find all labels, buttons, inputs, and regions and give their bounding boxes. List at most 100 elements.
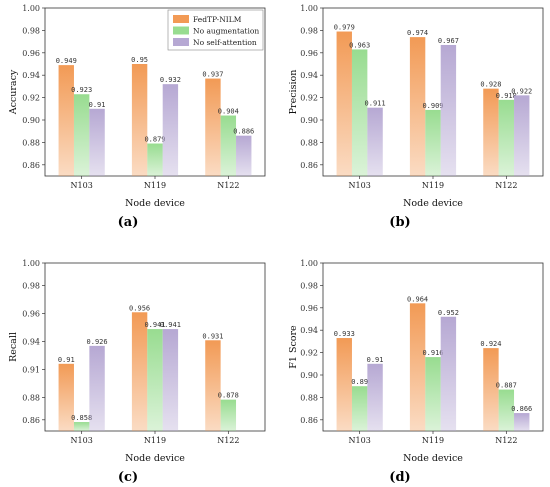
data-label: 0.974 (407, 29, 428, 37)
panel-label: (a) (118, 215, 139, 230)
y-tick-label: 0.96 (300, 49, 318, 58)
y-tick-label: 0.96 (22, 309, 40, 318)
x-tick-label: N103 (349, 181, 371, 190)
data-label: 0.879 (144, 136, 165, 144)
y-tick-label: 0.94 (22, 337, 40, 346)
data-label: 0.941 (144, 321, 165, 329)
data-label: 0.922 (511, 87, 532, 95)
bar (131, 312, 148, 431)
y-tick-label: 0.98 (300, 26, 318, 35)
legend-swatch (173, 38, 189, 46)
x-tick-label: N122 (495, 181, 517, 190)
y-tick-label: 0.88 (22, 138, 40, 147)
y-tick-label: 0.91 (22, 365, 40, 374)
panel-1: 0.86 0.88 0.90 0.92 0.94 0.96 0.98 1.00 N103 0.94… (8, 4, 266, 230)
data-label: 0.933 (334, 330, 355, 338)
bar (89, 108, 105, 176)
x-axis-label: Node device (403, 198, 463, 209)
data-label: 0.952 (438, 309, 459, 317)
bar (367, 107, 383, 176)
panel-label: (d) (389, 470, 410, 485)
panel-label: (c) (118, 470, 138, 485)
legend-entry: No augmentation (193, 27, 259, 36)
x-tick-label: N119 (144, 436, 166, 445)
bar (220, 115, 237, 176)
data-label: 0.949 (56, 57, 77, 65)
bar (73, 94, 90, 176)
data-label: 0.924 (480, 340, 501, 348)
bar (336, 338, 352, 431)
data-label: 0.967 (438, 37, 459, 45)
legend-entry: No self-attention (193, 38, 257, 47)
y-tick-label: 0.92 (22, 94, 40, 103)
bar (162, 329, 179, 431)
y-tick-label: 0.94 (300, 71, 318, 80)
y-tick-label: 0.86 (300, 416, 318, 425)
bar (131, 64, 148, 176)
x-axis-label: Node device (125, 453, 185, 464)
bar (514, 413, 530, 431)
y-tick-label: 1.00 (22, 4, 40, 13)
bar (367, 363, 383, 431)
bar (147, 329, 163, 431)
data-label: 0.956 (129, 304, 150, 312)
y-axis-label: Recall (8, 332, 19, 362)
y-tick-label: 0.88 (300, 138, 318, 147)
data-label: 0.887 (496, 382, 517, 390)
x-tick-label: N119 (422, 436, 444, 445)
bar (514, 95, 530, 176)
y-tick-label: 0.92 (300, 94, 318, 103)
data-label: 0.89 (351, 378, 368, 386)
panel-label: (b) (389, 215, 410, 230)
bar (336, 31, 352, 176)
x-axis-label: Node device (403, 453, 463, 464)
x-tick-label: N122 (217, 436, 239, 445)
data-label: 0.926 (87, 338, 108, 346)
data-label: 0.937 (202, 71, 223, 79)
bar (162, 84, 179, 176)
data-label: 0.963 (349, 41, 370, 49)
data-label: 0.904 (218, 108, 239, 116)
y-tick-label: 0.90 (300, 371, 318, 380)
bar (409, 303, 426, 431)
y-tick-label: 0.90 (22, 116, 40, 125)
x-tick-label: N122 (495, 436, 517, 445)
bar (236, 135, 252, 176)
legend-swatch (173, 26, 189, 35)
y-tick-label: 0.88 (22, 393, 40, 402)
bar (483, 88, 499, 176)
y-axis-label: Accuracy (8, 69, 19, 115)
bar (425, 357, 441, 431)
bar (409, 37, 426, 177)
bar (205, 78, 221, 176)
panel-4: 0.86 0.88 0.90 0.92 0.94 0.96 0.98 1.00 N103 0.93… (288, 259, 544, 485)
data-label: 0.931 (202, 332, 223, 340)
x-tick-label: N103 (71, 181, 93, 190)
legend: FedTP-NILM No augmentation No self-attenti… (167, 9, 264, 51)
bar (147, 143, 163, 176)
y-tick-label: 0.92 (300, 349, 318, 358)
legend-entry: FedTP-NILM (193, 15, 242, 24)
y-tick-label: 0.96 (300, 304, 318, 313)
x-tick-label: N103 (71, 436, 93, 445)
y-tick-label: 0.90 (300, 116, 318, 125)
data-label: 0.909 (422, 102, 443, 110)
data-label: 0.91 (89, 101, 106, 109)
y-tick-label: 1.00 (300, 4, 318, 13)
data-label: 0.923 (71, 86, 92, 94)
y-axis-label: Precision (288, 70, 299, 115)
bar (220, 399, 237, 431)
y-tick-label: 0.98 (22, 281, 40, 290)
bar (440, 316, 457, 431)
bar (58, 65, 74, 176)
panel-3: 0.86 0.88 0.91 0.94 0.96 0.98 1.00 N103 0.91 0.85… (8, 259, 266, 485)
data-label: 0.928 (480, 81, 501, 89)
y-tick-label: 0.96 (22, 49, 40, 58)
data-label: 0.95 (131, 56, 148, 64)
bar (351, 386, 368, 431)
data-label: 0.878 (218, 392, 239, 400)
y-axis-label: F1 Score (288, 325, 299, 369)
y-tick-label: 1.00 (300, 259, 318, 268)
data-label: 0.916 (422, 349, 443, 357)
